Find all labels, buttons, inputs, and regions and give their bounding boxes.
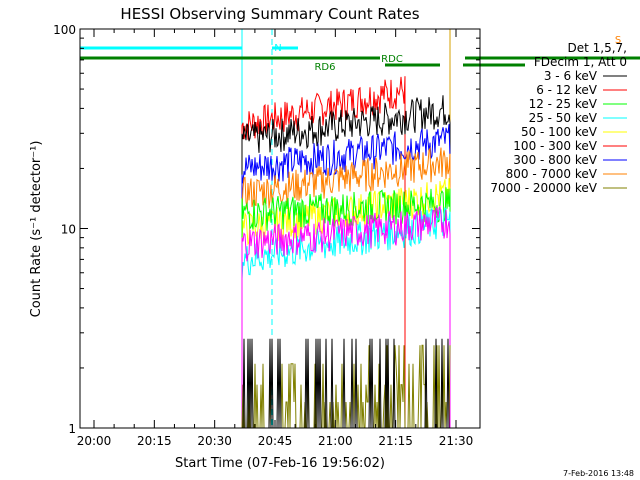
legend-label: 7000 - 20000 keV (490, 181, 597, 195)
annotation-rd6: RD6 (314, 62, 335, 73)
legend-label: 100 - 300 keV (513, 139, 597, 153)
x-tick-label: 20:00 (77, 434, 112, 448)
annotation-rdc: RDC (381, 54, 403, 65)
axis-ticks: 20:00 20:15 20:30 20:45 21:00 21:15 21:30 1 10 10… (53, 23, 480, 448)
legend-label: 25 - 50 keV (529, 111, 598, 125)
x-axis-label: Start Time (07-Feb-16 19:56:02) (175, 456, 385, 471)
legend-label: 300 - 800 keV (513, 153, 597, 167)
x-tick-label: 20:15 (137, 434, 172, 448)
series-green (241, 187, 451, 428)
chart-title: HESSI Observing Summary Count Rates (120, 5, 419, 23)
legend-label: 3 - 6 keV (544, 69, 598, 83)
legend-header-2: FDecim 1, Att 0 (534, 55, 627, 69)
y-tick-label: 1 (68, 422, 76, 436)
x-tick-label: 21:00 (318, 434, 353, 448)
footer-timestamp: 7-Feb-2016 13:48 (563, 469, 634, 478)
annotation-s: S (615, 35, 621, 46)
y-tick-label: 100 (53, 23, 76, 37)
series-blue (241, 124, 451, 428)
legend-label: 12 - 25 keV (529, 97, 598, 111)
series-black (241, 95, 451, 428)
x-tick-label: 21:30 (439, 434, 474, 448)
legend-label: 6 - 12 keV (536, 83, 598, 97)
x-tick-label: 21:15 (378, 434, 413, 448)
legend-label: 50 - 100 keV (521, 125, 598, 139)
legend-header-1: Det 1,5,7, (568, 41, 628, 55)
legend-label: 800 - 7000 keV (506, 167, 598, 181)
series-red (241, 76, 406, 428)
x-tick-label: 20:45 (258, 434, 293, 448)
series-yellow (241, 178, 451, 428)
y-axis-label: Count Rate (s⁻¹ detector⁻¹) (29, 141, 44, 318)
series-magenta (241, 205, 451, 428)
series-orange (241, 146, 451, 428)
x-tick-label: 20:30 (197, 434, 232, 448)
annotation-n: N (274, 43, 281, 54)
y-tick-label: 10 (61, 223, 76, 237)
